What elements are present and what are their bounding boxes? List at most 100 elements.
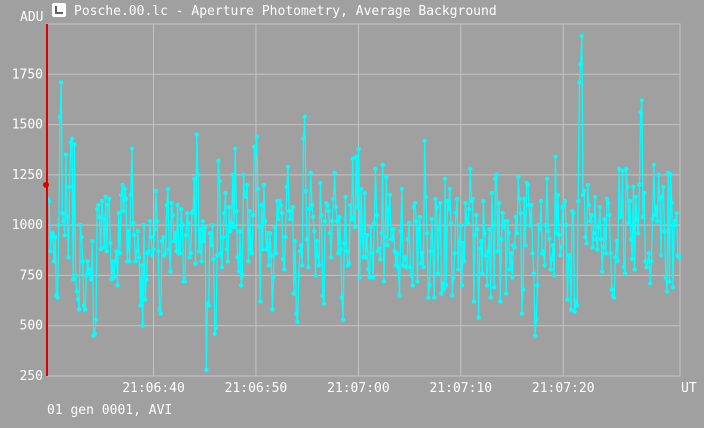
data-point (343, 194, 348, 200)
data-point (156, 249, 161, 254)
data-point (394, 251, 400, 256)
data-point (235, 255, 240, 260)
data-point (201, 239, 207, 244)
data-point (273, 251, 279, 256)
data-point (670, 285, 676, 290)
data-point (543, 222, 549, 228)
data-point (72, 142, 77, 147)
data-point (253, 150, 258, 155)
data-point (368, 224, 373, 230)
data-point (142, 297, 148, 302)
cursor-marker[interactable] (43, 181, 49, 188)
data-point (603, 251, 609, 256)
data-point (326, 208, 331, 214)
data-point (644, 265, 649, 270)
data-point (385, 243, 390, 248)
data-point (69, 136, 75, 141)
data-point (300, 263, 305, 268)
data-point (631, 184, 636, 190)
data-point (498, 299, 503, 304)
data-point (271, 275, 276, 280)
x-tick-label: 21:07:10 (429, 381, 492, 396)
data-point (318, 180, 323, 186)
data-point (613, 255, 618, 260)
data-point (584, 241, 589, 246)
data-point (379, 230, 384, 236)
data-point (254, 134, 259, 139)
data-point (445, 198, 450, 204)
data-point (111, 275, 117, 280)
data-point (464, 216, 469, 222)
data-point (478, 239, 484, 244)
data-point (264, 247, 269, 252)
data-point (267, 230, 273, 236)
data-point (672, 222, 677, 228)
data-point (506, 230, 511, 236)
data-point (583, 235, 588, 240)
data-point (163, 251, 168, 256)
data-point (454, 196, 460, 202)
data-point (648, 281, 653, 286)
data-point (151, 247, 156, 252)
data-point (652, 212, 658, 218)
data-point (342, 241, 347, 246)
data-point (663, 275, 668, 280)
data-point (516, 174, 521, 180)
data-point (86, 267, 91, 272)
data-point (212, 331, 217, 336)
data-point (508, 251, 514, 256)
data-point (640, 214, 646, 220)
data-point (132, 233, 137, 238)
y-tick-label: 1250 (12, 168, 43, 183)
data-point (355, 204, 360, 210)
data-point (451, 275, 456, 280)
data-point (78, 222, 83, 228)
data-point (82, 307, 88, 312)
data-point (67, 184, 72, 190)
data-point (360, 233, 365, 238)
data-point (608, 251, 613, 256)
data-point (168, 269, 173, 274)
data-point (442, 176, 448, 182)
data-point (639, 98, 645, 103)
data-point (517, 196, 522, 202)
data-point (499, 237, 504, 242)
data-point (612, 295, 617, 300)
data-point (376, 247, 382, 252)
data-point (260, 247, 265, 252)
data-point (81, 303, 87, 308)
data-point (244, 182, 250, 188)
data-point (448, 220, 454, 226)
data-point (565, 297, 570, 302)
data-point (363, 255, 369, 260)
data-point (178, 206, 184, 212)
data-point (436, 226, 442, 232)
data-point (634, 216, 640, 222)
data-point (549, 257, 555, 262)
data-point (277, 198, 282, 204)
data-point (444, 283, 449, 288)
data-point (548, 267, 553, 272)
data-point (552, 273, 557, 278)
chart-app-icon[interactable] (52, 3, 66, 17)
data-point (651, 162, 657, 167)
data-point (294, 311, 299, 316)
data-point (268, 253, 274, 258)
data-point (490, 222, 496, 228)
data-point (662, 228, 667, 234)
data-point (409, 273, 414, 278)
data-point (63, 152, 69, 157)
data-point (397, 293, 402, 298)
data-point (219, 265, 225, 270)
data-point (512, 245, 517, 250)
data-point (531, 271, 537, 276)
data-point (325, 202, 330, 208)
data-point (85, 259, 90, 264)
data-point (51, 259, 57, 264)
data-point (504, 291, 509, 296)
data-point (374, 212, 379, 218)
data-point (658, 253, 664, 258)
data-point (338, 247, 343, 252)
data-point (465, 220, 471, 226)
